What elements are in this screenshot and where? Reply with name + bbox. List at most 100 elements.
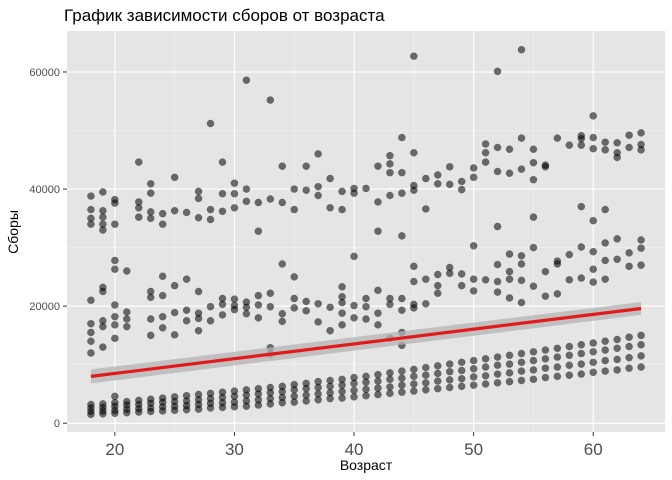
data-point [553, 344, 562, 353]
data-point [601, 346, 610, 354]
data-point [589, 133, 598, 142]
data-point [457, 382, 466, 391]
data-point [433, 369, 442, 378]
data-point [553, 363, 562, 371]
data-point [338, 283, 346, 291]
data-point [170, 206, 179, 215]
data-point [338, 394, 346, 402]
data-point [158, 394, 167, 402]
data-point [374, 227, 382, 236]
data-point [362, 184, 370, 193]
data-point [577, 243, 586, 251]
data-point [493, 353, 502, 361]
data-point [410, 300, 418, 309]
data-point [314, 377, 322, 386]
data-point [278, 260, 287, 268]
data-point [601, 146, 610, 154]
data-point [99, 188, 107, 196]
data-point [194, 194, 203, 203]
data-point [481, 363, 490, 371]
data-point [218, 207, 227, 216]
data-point [433, 270, 442, 279]
data-point [505, 377, 514, 386]
data-point [386, 383, 394, 391]
data-point [421, 379, 430, 387]
data-point [123, 397, 131, 406]
data-point [493, 361, 502, 370]
data-point [302, 307, 311, 315]
x-tick-label: 30 [225, 440, 244, 459]
data-point [493, 288, 502, 296]
data-point [254, 314, 263, 322]
data-point [589, 265, 598, 274]
data-point [529, 158, 538, 167]
data-point [99, 400, 107, 408]
data-point [362, 385, 370, 394]
data-point [613, 148, 621, 157]
data-point [589, 339, 598, 347]
data-point [517, 251, 526, 260]
data-point [170, 331, 179, 339]
data-point [553, 372, 562, 381]
data-point [266, 383, 275, 392]
data-point [314, 191, 322, 200]
data-point [529, 366, 538, 374]
data-point [601, 367, 610, 375]
data-point [194, 326, 203, 335]
data-point [218, 294, 227, 303]
data-point [87, 214, 95, 223]
data-point [601, 275, 610, 284]
data-point [242, 76, 251, 84]
data-point [278, 309, 287, 318]
data-point [326, 303, 334, 312]
x-tick-label: 20 [105, 440, 124, 459]
data-point [230, 189, 239, 198]
y-tick-label: 20000 [29, 301, 60, 313]
data-point [637, 340, 645, 349]
data-point [111, 195, 119, 204]
data-point [206, 205, 215, 214]
data-point [87, 296, 95, 305]
data-point [362, 391, 370, 400]
data-point [374, 198, 382, 206]
data-point [529, 282, 538, 291]
y-tick-label: 40000 [29, 184, 60, 196]
data-point [433, 171, 442, 179]
data-point [493, 379, 502, 387]
data-point [613, 366, 621, 374]
data-point [111, 256, 119, 265]
data-point [493, 67, 502, 76]
data-point [338, 321, 346, 329]
data-point [445, 360, 454, 368]
data-point [433, 362, 442, 370]
data-point [194, 187, 203, 196]
data-point [445, 383, 454, 392]
data-point [433, 281, 442, 290]
data-point [398, 294, 406, 303]
data-point [493, 277, 502, 286]
y-axis-title: Сборы [5, 210, 21, 254]
data-point [302, 162, 311, 171]
data-point [625, 364, 633, 372]
data-point [350, 373, 358, 382]
data-point [517, 134, 526, 142]
data-point [266, 302, 275, 311]
data-point [517, 358, 526, 367]
data-point [374, 384, 382, 392]
data-point [374, 321, 382, 329]
data-point [625, 131, 633, 140]
data-point [601, 138, 610, 147]
data-point [254, 291, 263, 300]
data-point [469, 381, 478, 389]
data-point [254, 301, 263, 309]
data-point [469, 275, 478, 284]
data-point [194, 287, 203, 296]
data-point [158, 220, 167, 228]
data-point [529, 145, 538, 154]
data-point [290, 273, 299, 281]
data-point [517, 367, 526, 375]
data-point [517, 45, 526, 54]
data-point [218, 158, 227, 166]
data-point [362, 302, 370, 311]
